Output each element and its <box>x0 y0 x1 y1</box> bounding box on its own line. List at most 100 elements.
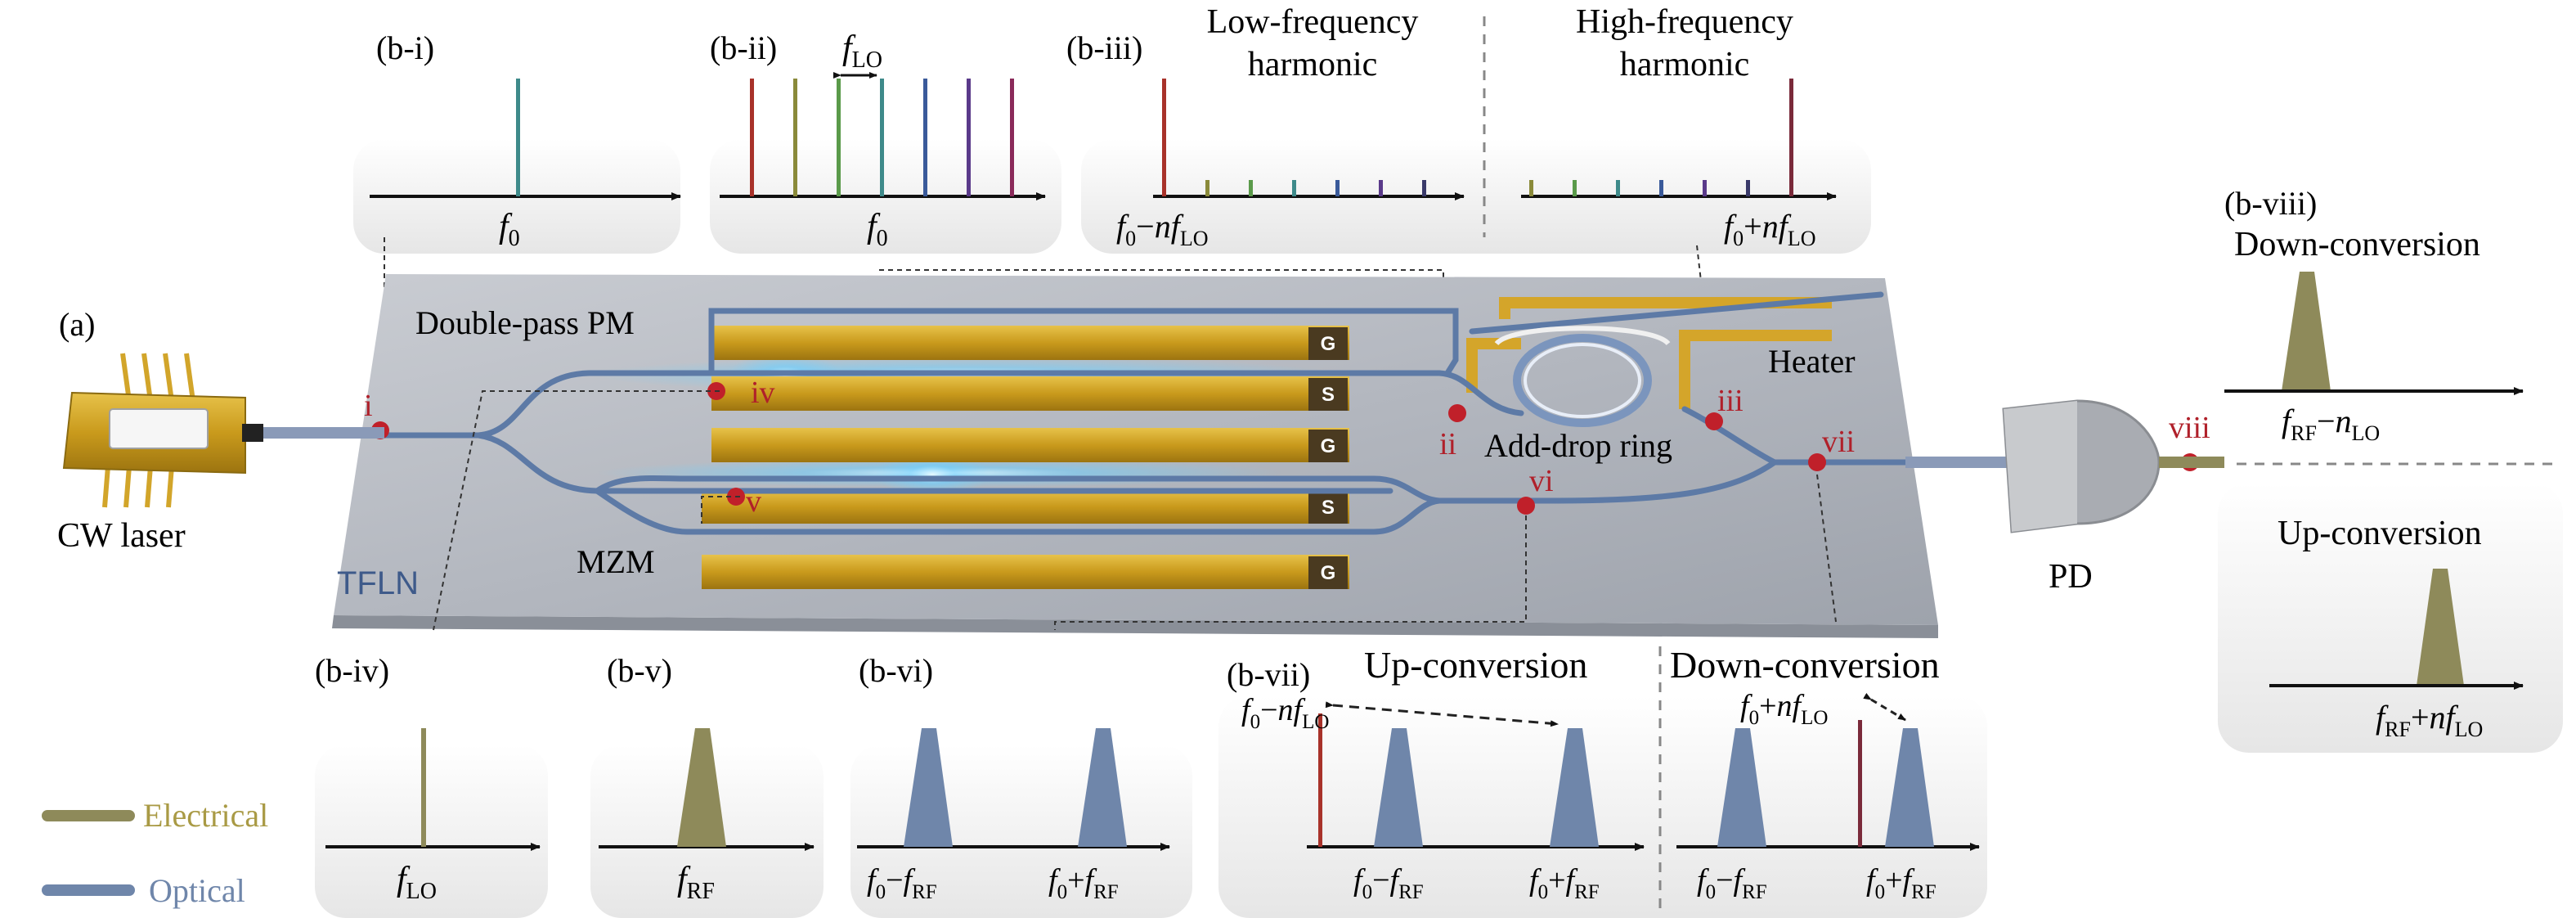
b-vii-down-lower-sideband <box>1717 728 1766 847</box>
b-viii-up-axis-label: fRF+nfLO <box>2376 699 2483 741</box>
panel-b-ii: (b-ii) fLO f0 <box>710 29 1061 254</box>
glow-spot-2 <box>875 452 990 497</box>
laser-pin <box>141 353 153 402</box>
point-ii-label: ii <box>1439 427 1456 461</box>
ring-drop-to-combiner <box>1681 406 1778 466</box>
electrode-pad <box>1308 491 1348 524</box>
b-iii-low-title-2: harmonic <box>1248 46 1378 83</box>
panel-b-iii-label: (b-iii) <box>1066 29 1142 66</box>
b-iii-high-harmonic <box>1746 180 1750 196</box>
chip-platform-label: TFLN <box>337 565 419 601</box>
laser-label: CW laser <box>57 517 186 555</box>
panel-b-iv: (b-iv) fLO <box>315 652 548 918</box>
b-iii-low-lines <box>1162 79 1426 196</box>
b-viii-down-title: Down-conversion <box>2234 226 2480 263</box>
electrode-s-2 <box>702 489 1349 524</box>
electrode-pad <box>1308 378 1348 411</box>
b-iii-low-harmonic <box>1205 180 1209 196</box>
b-vii-up-axis-left-label: f0−fRF <box>1353 863 1424 903</box>
double-pass-loop <box>708 308 1459 376</box>
electrode-pad-label-g: G <box>1321 562 1336 584</box>
b-ii-comb-lines <box>750 79 1014 196</box>
panel-b-viii: (b-viii) Down-conversion fRF−nLO Up-conv… <box>2218 185 2563 753</box>
electrode-g-3 <box>702 555 1349 589</box>
b-iii-high-harmonic <box>1659 180 1663 196</box>
point-v-label: v <box>746 484 761 519</box>
laser-pin <box>120 353 132 402</box>
b-iii-high-lines <box>1529 79 1793 196</box>
heater-electrode-center <box>1466 338 1521 393</box>
ring-bus-top <box>1469 291 1884 335</box>
b-viii-down-peak <box>2282 272 2331 391</box>
electrode-pad <box>1308 327 1348 360</box>
b-iii-low-harmonic <box>1422 180 1426 196</box>
b-iii-high-harmonic <box>1703 180 1707 196</box>
panel-b-v-label: (b-v) <box>607 652 672 689</box>
b-vii-up-title: Up-conversion <box>1364 644 1587 686</box>
point-vii-marker <box>1808 453 1826 471</box>
laser-pin <box>102 466 110 508</box>
electrode-pad <box>1308 430 1348 462</box>
b-iii-high-title-2: harmonic <box>1620 46 1750 83</box>
laser-pin <box>163 353 174 402</box>
b-i-carrier-line <box>516 79 520 196</box>
b-v-axis-label: fRF <box>677 861 715 904</box>
electrode-pads: G S G S G <box>1308 327 1348 589</box>
b-iii-low-harmonic <box>1335 180 1340 196</box>
b-vii-up-shift-arrow <box>1325 701 1559 727</box>
panel-b-vi: (b-vi) f0−fRF f0+fRF <box>850 652 1192 918</box>
electrode-pad-label-g: G <box>1321 435 1336 457</box>
point-viii-label: viii <box>2169 411 2210 445</box>
add-drop-ring <box>1513 334 1652 427</box>
leader-lines-chip <box>433 390 1837 631</box>
electrode-g-2 <box>711 428 1349 462</box>
b-vii-down-upper-sideband <box>1885 728 1934 847</box>
panel-a-label: (a) <box>59 306 95 343</box>
b-vii-down-lo-line <box>1858 720 1862 847</box>
ring-heater-trace <box>1494 326 1671 346</box>
photodetector: PD <box>1905 399 2224 596</box>
heater-label: Heater <box>1768 343 1856 380</box>
b-vi-axis-left-label: f0−fRF <box>867 863 937 903</box>
splitter-lower <box>475 432 1393 494</box>
point-iii-marker <box>1705 412 1723 430</box>
laser-pin <box>166 466 174 508</box>
legend: Electrical Optical <box>42 797 268 909</box>
waveguides <box>381 291 1925 535</box>
b-ii-spacing-label: fLO <box>842 29 882 73</box>
b-ii-comb-line <box>837 79 841 196</box>
electrodes: G S G S G <box>702 326 1349 589</box>
b-iii-high-harmonic <box>1789 79 1793 196</box>
b-iii-low-axis-label: f0−nfLO <box>1116 208 1208 250</box>
b-vii-up-lo-line <box>1318 713 1322 847</box>
legend-optical-label: Optical <box>149 872 245 909</box>
b-vii-up-lower-sideband <box>1374 728 1423 847</box>
electrode-pad <box>1308 556 1348 589</box>
panel-b-i-label: (b-i) <box>376 29 434 66</box>
b-vii-up-marker-label: f0−nfLO <box>1241 693 1329 733</box>
b-ii-comb-line <box>750 79 754 196</box>
mzm-arm-top <box>594 475 1443 504</box>
panel-b-iii-box <box>1081 139 1871 254</box>
pm-to-ring <box>1436 370 1524 416</box>
cw-laser: CW laser <box>57 353 384 555</box>
panel-b-iii: (b-iii) Low-frequency harmonic High-freq… <box>1066 3 1871 254</box>
b-iii-high-harmonic <box>1573 180 1577 196</box>
leader-b-v <box>701 496 740 524</box>
leader-b-vi <box>1054 515 1527 630</box>
b-iii-high-harmonic <box>1529 180 1533 196</box>
mzm-arm-bottom <box>594 488 1443 535</box>
b-ii-comb-line <box>1010 79 1014 196</box>
point-vi-label: vi <box>1529 464 1554 498</box>
point-vii-label: vii <box>1822 425 1855 459</box>
double-pass-label: Double-pass PM <box>415 304 635 341</box>
laser-pin <box>145 466 153 508</box>
panel-b-vii-box <box>1218 695 1987 918</box>
panel-b-viii-label: (b-viii) <box>2224 185 2317 222</box>
point-iv-label: iv <box>751 376 775 410</box>
panel-b-v: (b-v) fRF <box>590 652 824 918</box>
leader-b-iii-high <box>1696 245 1718 425</box>
b-iii-high-title-1: High-frequency <box>1576 3 1793 41</box>
panel-b-vii: (b-vii) Up-conversion Down-conversion f0… <box>1218 644 1987 918</box>
laser-pin <box>123 466 132 508</box>
